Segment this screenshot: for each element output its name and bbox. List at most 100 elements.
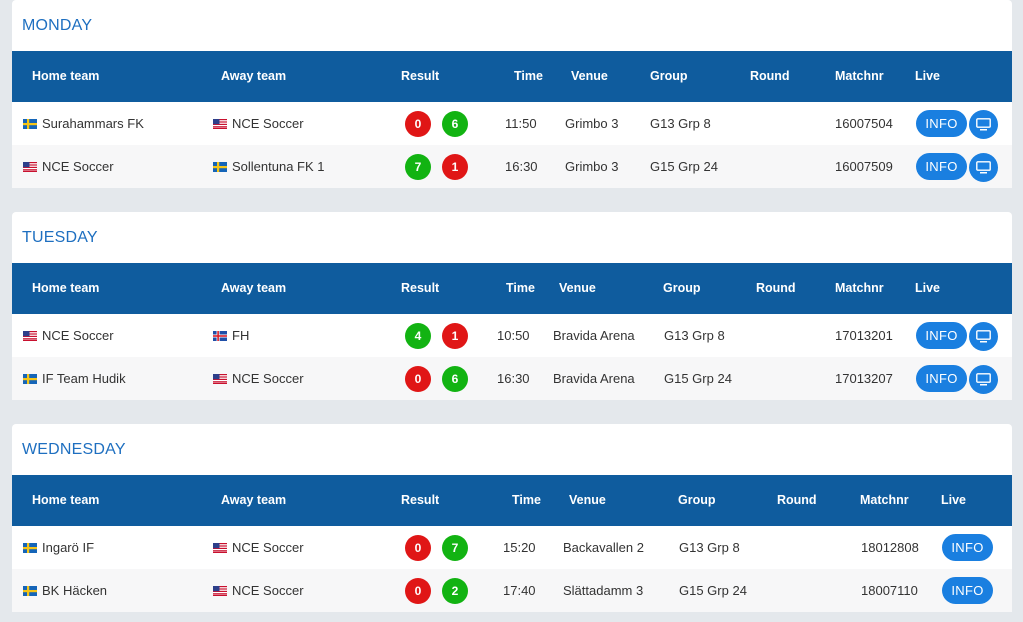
col-matchnr: Matchnr xyxy=(835,69,884,83)
info-button[interactable]: INFO xyxy=(916,110,967,137)
venue-cell[interactable]: Grimbo 3 xyxy=(565,159,619,174)
venue-cell[interactable]: Bravida Arena xyxy=(553,371,635,386)
away-score-badge: 2 xyxy=(442,578,468,604)
info-button[interactable]: INFO xyxy=(942,534,993,561)
time-cell: 16:30 xyxy=(497,371,530,386)
table-row[interactable]: NCE Soccer Sollentuna FK 1 7 1 16:30 Gri… xyxy=(12,145,1012,188)
time-cell: 16:30 xyxy=(505,159,538,174)
se-flag-icon xyxy=(213,162,227,172)
col-home-team: Home team xyxy=(32,281,100,295)
away-score-badge: 1 xyxy=(442,323,468,349)
day-title: WEDNESDAY xyxy=(22,441,126,458)
info-button[interactable]: INFO xyxy=(916,365,967,392)
table-row[interactable]: BK Häcken NCE Soccer 0 2 17:40 Slättadam… xyxy=(12,569,1012,612)
se-flag-icon xyxy=(23,586,37,596)
day-title: MONDAY xyxy=(22,17,93,34)
group-cell[interactable]: G15 Grp 24 xyxy=(650,159,718,174)
table-row[interactable]: Surahammars FK NCE Soccer 0 6 11:50 Grim… xyxy=(12,102,1012,145)
col-time: Time xyxy=(506,281,535,295)
col-matchnr: Matchnr xyxy=(835,281,884,295)
home-score-badge: 4 xyxy=(405,323,431,349)
monitor-icon xyxy=(976,161,991,174)
venue-cell[interactable]: Bravida Arena xyxy=(553,328,635,343)
us-flag-icon xyxy=(213,543,227,553)
away-team-cell[interactable]: NCE Soccer xyxy=(213,526,304,569)
group-cell[interactable]: G15 Grp 24 xyxy=(679,583,747,598)
day-section-tuesday: TUESDAY Home team Away team Result Time … xyxy=(12,212,1012,400)
group-cell[interactable]: G15 Grp 24 xyxy=(664,371,732,386)
away-team-cell[interactable]: Sollentuna FK 1 xyxy=(213,145,325,188)
away-team-cell[interactable]: FH xyxy=(213,314,249,357)
home-team-cell[interactable]: Surahammars FK xyxy=(23,102,144,145)
away-team-cell[interactable]: NCE Soccer xyxy=(213,569,304,612)
live-stream-button[interactable] xyxy=(969,322,998,351)
us-flag-icon xyxy=(213,119,227,129)
col-away-team: Away team xyxy=(221,493,287,507)
us-flag-icon xyxy=(23,162,37,172)
monitor-icon xyxy=(976,330,991,343)
info-button[interactable]: INFO xyxy=(916,322,967,349)
col-group: Group xyxy=(663,281,701,295)
day-section-monday: MONDAY Home team Away team Result Time V… xyxy=(12,0,1012,188)
col-time: Time xyxy=(512,493,541,507)
home-score-badge: 7 xyxy=(405,154,431,180)
col-group: Group xyxy=(678,493,716,507)
venue-cell[interactable]: Backavallen 2 xyxy=(563,540,644,555)
time-cell: 10:50 xyxy=(497,328,530,343)
matchnr-cell: 17013207 xyxy=(835,371,893,386)
info-button[interactable]: INFO xyxy=(942,577,993,604)
col-live: Live xyxy=(915,281,941,295)
col-venue: Venue xyxy=(571,69,608,83)
monitor-icon xyxy=(976,373,991,386)
col-round: Round xyxy=(777,493,817,507)
group-cell[interactable]: G13 Grp 8 xyxy=(679,540,740,555)
away-team-cell[interactable]: NCE Soccer xyxy=(213,357,304,400)
us-flag-icon xyxy=(23,331,37,341)
group-cell[interactable]: G13 Grp 8 xyxy=(650,116,711,131)
venue-cell[interactable]: Grimbo 3 xyxy=(565,116,619,131)
col-venue: Venue xyxy=(569,493,606,507)
col-away-team: Away team xyxy=(221,69,287,83)
info-button[interactable]: INFO xyxy=(916,153,967,180)
away-team-cell[interactable]: NCE Soccer xyxy=(213,102,304,145)
time-cell: 15:20 xyxy=(503,540,536,555)
table-row[interactable]: Ingarö IF NCE Soccer 0 7 15:20 Backavall… xyxy=(12,526,1012,569)
day-section-wednesday: WEDNESDAY Home team Away team Result Tim… xyxy=(12,424,1012,612)
se-flag-icon xyxy=(23,119,37,129)
home-team-cell[interactable]: NCE Soccer xyxy=(23,314,114,357)
group-cell[interactable]: G13 Grp 8 xyxy=(664,328,725,343)
home-team-cell[interactable]: BK Häcken xyxy=(23,569,107,612)
se-flag-icon xyxy=(23,374,37,384)
matchnr-cell: 16007509 xyxy=(835,159,893,174)
table-header: Home team Away team Result Time Venue Gr… xyxy=(12,51,1012,102)
home-score-badge: 0 xyxy=(405,535,431,561)
table-header: Home team Away team Result Time Venue Gr… xyxy=(12,475,1012,526)
venue-cell[interactable]: Slättadamm 3 xyxy=(563,583,644,598)
se-flag-icon xyxy=(23,543,37,553)
col-group: Group xyxy=(650,69,688,83)
live-stream-button[interactable] xyxy=(969,110,998,139)
day-title: TUESDAY xyxy=(22,229,98,246)
away-score-badge: 6 xyxy=(442,111,468,137)
home-score-badge: 0 xyxy=(405,578,431,604)
live-stream-button[interactable] xyxy=(969,153,998,182)
col-live: Live xyxy=(941,493,967,507)
us-flag-icon xyxy=(213,374,227,384)
table-row[interactable]: NCE Soccer FH 4 1 10:50 Bravida Arena G1… xyxy=(12,314,1012,357)
time-cell: 11:50 xyxy=(505,116,537,131)
home-team-cell[interactable]: IF Team Hudik xyxy=(23,357,126,400)
col-round: Round xyxy=(756,281,796,295)
home-score-badge: 0 xyxy=(405,111,431,137)
home-score-badge: 0 xyxy=(405,366,431,392)
table-row[interactable]: IF Team Hudik NCE Soccer 0 6 16:30 Bravi… xyxy=(12,357,1012,400)
matchnr-cell: 18007110 xyxy=(861,583,918,598)
home-team-cell[interactable]: NCE Soccer xyxy=(23,145,114,188)
matchnr-cell: 17013201 xyxy=(835,328,893,343)
col-time: Time xyxy=(514,69,543,83)
col-live: Live xyxy=(915,69,941,83)
home-team-cell[interactable]: Ingarö IF xyxy=(23,526,94,569)
away-score-badge: 1 xyxy=(442,154,468,180)
away-score-badge: 7 xyxy=(442,535,468,561)
live-stream-button[interactable] xyxy=(969,365,998,394)
col-round: Round xyxy=(750,69,790,83)
